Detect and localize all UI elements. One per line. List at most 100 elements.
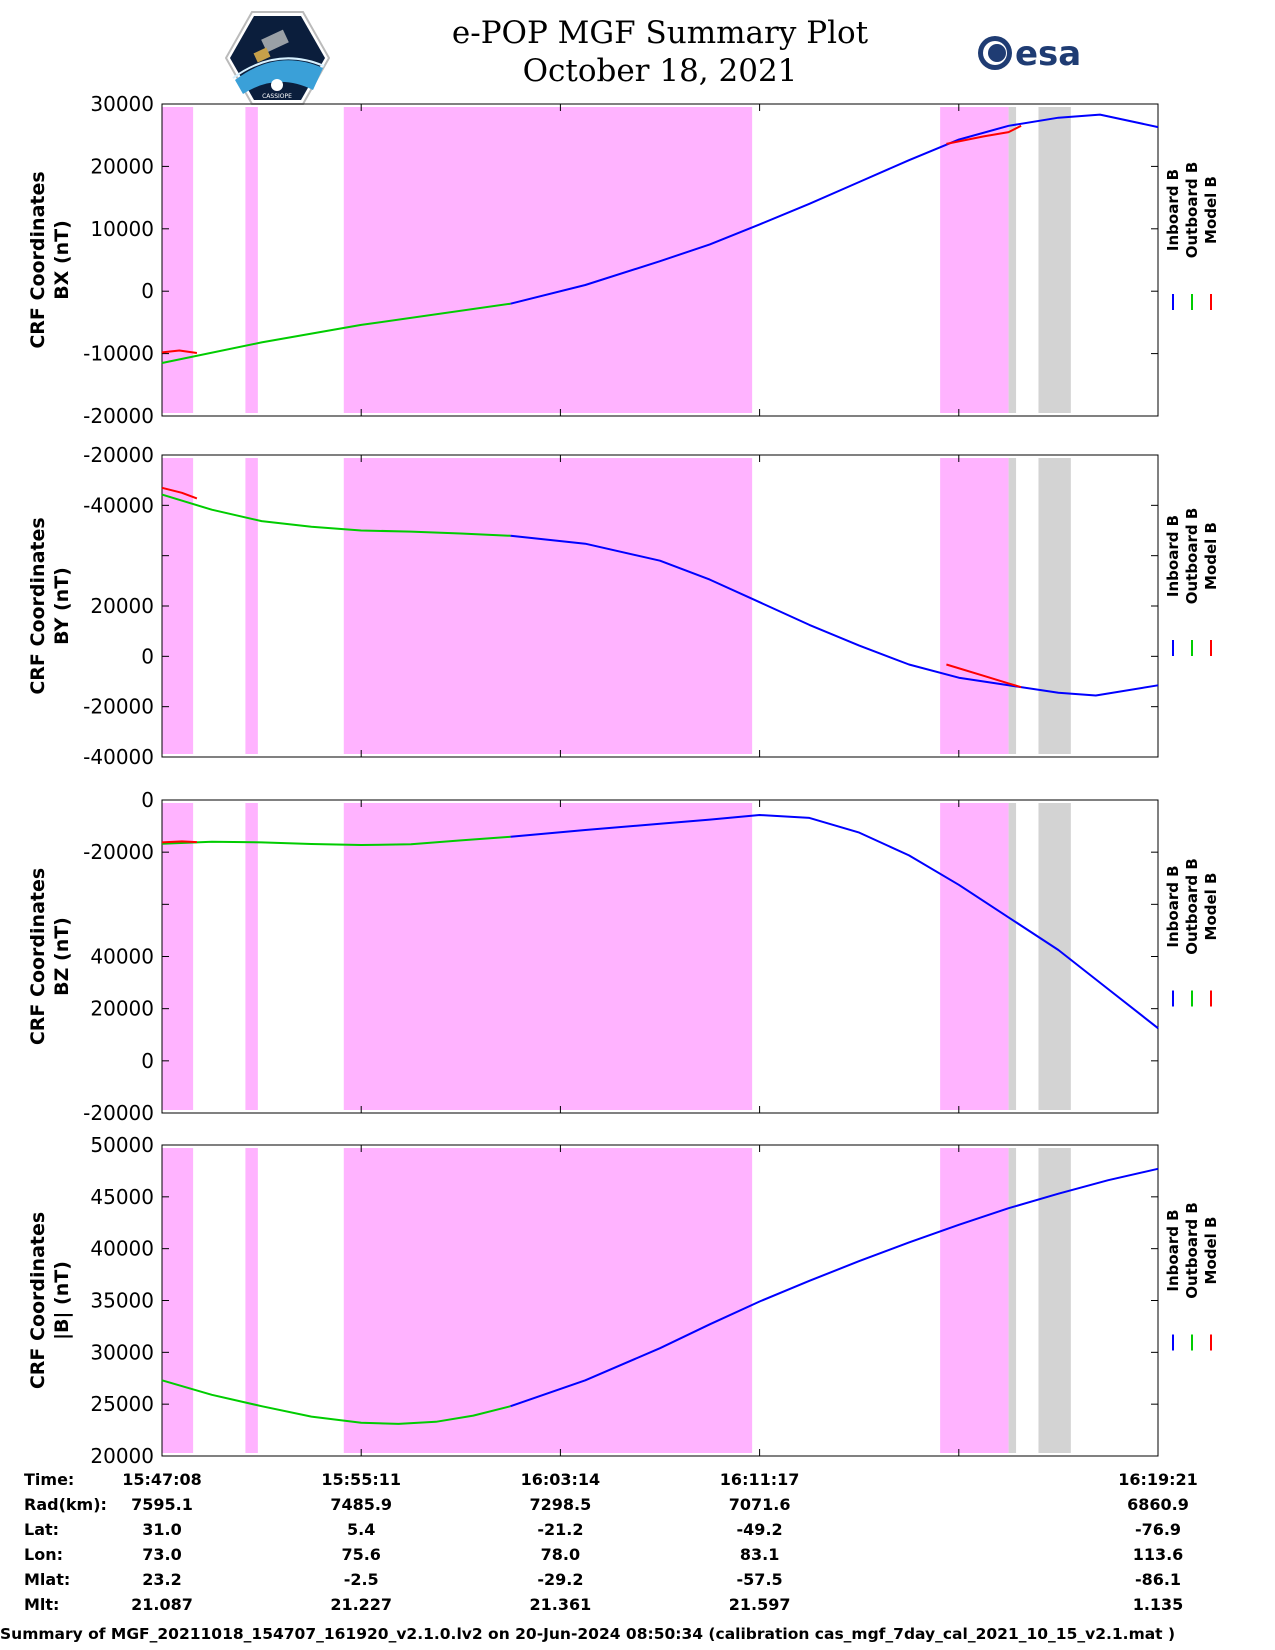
y-axis-label: CRF Coordinates	[27, 171, 49, 348]
legend-label: Model B	[1202, 522, 1220, 590]
ephemeris-value: 7595.1	[131, 1495, 193, 1514]
ephemeris-row: Lon: 73.0 75.6 78.0 83.1 113.6	[0, 1545, 1275, 1567]
ephemeris-label: Lon:	[24, 1545, 63, 1564]
ephemeris-value: 31.0	[142, 1520, 182, 1539]
shaded-region	[940, 107, 1009, 413]
shaded-region	[343, 107, 753, 413]
y-tick-label: 35000	[90, 1289, 154, 1313]
ephemeris-value: 73.0	[142, 1545, 182, 1564]
y-tick-label: -20000	[83, 695, 154, 719]
shaded-region	[245, 803, 258, 1110]
title-line-2: October 18, 2021	[522, 53, 798, 89]
y-tick-label: 20000	[90, 1444, 154, 1468]
y-tick-label: 50000	[90, 1133, 154, 1157]
legend-label: Inboard B	[1164, 515, 1182, 597]
series-line	[161, 1379, 511, 1425]
ephemeris-value: 21.227	[330, 1595, 393, 1614]
ephemeris-value: -29.2	[537, 1570, 584, 1589]
title-line-1: e-POP MGF Summary Plot	[451, 15, 869, 51]
ephemeris-value: -2.5	[343, 1570, 379, 1589]
y-tick-label: -40000	[83, 745, 154, 769]
legend-label: Inboard B	[1164, 865, 1182, 947]
ephemeris-value: 78.0	[540, 1545, 581, 1564]
series-line	[510, 1167, 1159, 1408]
y-tick-label: 40000	[90, 1237, 154, 1261]
ephemeris-row: Mlt: 21.087 21.227 21.361 21.597 1.135	[0, 1595, 1275, 1617]
y-axis-label: CRF Coordinates	[27, 1212, 49, 1389]
shaded-region	[245, 107, 258, 413]
y-tick-label: -20000	[83, 443, 154, 467]
legend-label: Inboard B	[1164, 1209, 1182, 1291]
series-line	[510, 113, 1159, 305]
legend-label: Outboard B	[1183, 1202, 1201, 1299]
series-line	[510, 814, 1159, 1029]
ephemeris-row: Mlat: 23.2 -2.5 -29.2 -57.5 -86.1	[0, 1570, 1275, 1592]
y-tick-label: 20000	[90, 594, 154, 618]
ephemeris-row: Time: 15:47:08 15:55:11 16:03:14 16:11:17 16:…	[0, 1470, 1275, 1492]
shaded-region	[245, 458, 258, 754]
cassiope-logo: CASSIOPE	[225, 11, 330, 105]
series-line	[161, 493, 511, 537]
y-tick-label: 0	[141, 644, 154, 668]
ephemeris-label: Mlat:	[24, 1570, 71, 1589]
ephemeris-value: 6860.9	[1127, 1495, 1189, 1514]
y-tick-label: 10000	[90, 217, 154, 241]
y-axis-label: BY (nT)	[51, 567, 73, 645]
shaded-region	[1008, 803, 1017, 1110]
y-tick-label: 0	[141, 279, 154, 303]
y-axis-label: CRF Coordinates	[27, 517, 49, 694]
y-axis-label: BZ (nT)	[51, 917, 73, 996]
ephemeris-value: -21.2	[537, 1520, 584, 1539]
y-tick-label: -20000	[83, 840, 154, 864]
ephemeris-value: 21.087	[131, 1595, 193, 1614]
y-tick-label: -20000	[83, 1101, 154, 1125]
y-axis-label: CRF Coordinates	[27, 868, 49, 1045]
legend-label: Model B	[1202, 1217, 1220, 1285]
ephemeris-row: Lat: 31.0 5.4 -21.2 -49.2 -76.9	[0, 1520, 1275, 1542]
chart-title: e-POP MGF Summary Plot October 18, 2021	[380, 14, 940, 90]
y-tick-label: 25000	[90, 1392, 154, 1416]
svg-text:esa: esa	[1015, 34, 1081, 74]
ephemeris-value: 23.2	[142, 1570, 182, 1589]
ephemeris-value: 16:19:21	[1118, 1470, 1198, 1489]
ephemeris-label: Mlt:	[24, 1595, 60, 1614]
ephemeris-value: 7071.6	[728, 1495, 791, 1514]
y-tick-label: -40000	[83, 493, 154, 517]
ephemeris-row: Rad(km): 7595.1 7485.9 7298.5 7071.6 6860.9	[0, 1495, 1275, 1517]
ephemeris-value: -49.2	[736, 1520, 783, 1539]
ephemeris-value: -76.9	[1134, 1520, 1182, 1539]
legend-label: Model B	[1202, 176, 1220, 244]
series-line	[161, 486, 198, 500]
svg-text:CASSIOPE: CASSIOPE	[262, 93, 292, 100]
ephemeris-value: -57.5	[736, 1570, 783, 1589]
shaded-region	[940, 458, 1009, 754]
y-tick-label: 40000	[90, 945, 154, 969]
shaded-region	[245, 1148, 258, 1453]
series-line	[161, 835, 511, 846]
esa-logo: esa	[978, 34, 1081, 74]
series-line	[161, 302, 511, 364]
ephemeris-value: 21.361	[529, 1595, 592, 1614]
shaded-region	[162, 107, 194, 413]
shaded-region	[940, 1148, 1009, 1453]
shaded-region	[343, 458, 753, 754]
ephemeris-value: 5.4	[347, 1520, 376, 1539]
shaded-region	[940, 803, 1009, 1110]
series-line	[946, 124, 1022, 145]
ephemeris-value: 7298.5	[529, 1495, 592, 1514]
y-tick-label: 45000	[90, 1185, 154, 1209]
y-tick-label: 0	[141, 788, 154, 812]
series-line	[161, 840, 197, 844]
shaded-region	[1008, 458, 1017, 754]
legend-label: Outboard B	[1183, 508, 1201, 605]
shaded-region	[343, 803, 753, 1110]
shaded-region	[343, 1148, 753, 1453]
ephemeris-value: 113.6	[1132, 1545, 1184, 1564]
plot-frame	[161, 103, 1159, 417]
caption: Summary of MGF_20211018_154707_161920_v2…	[0, 1625, 1176, 1643]
ephemeris-label: Time:	[24, 1470, 75, 1489]
shaded-region	[1008, 1148, 1017, 1453]
y-tick-label: 30000	[90, 92, 154, 116]
series-line	[161, 349, 198, 354]
